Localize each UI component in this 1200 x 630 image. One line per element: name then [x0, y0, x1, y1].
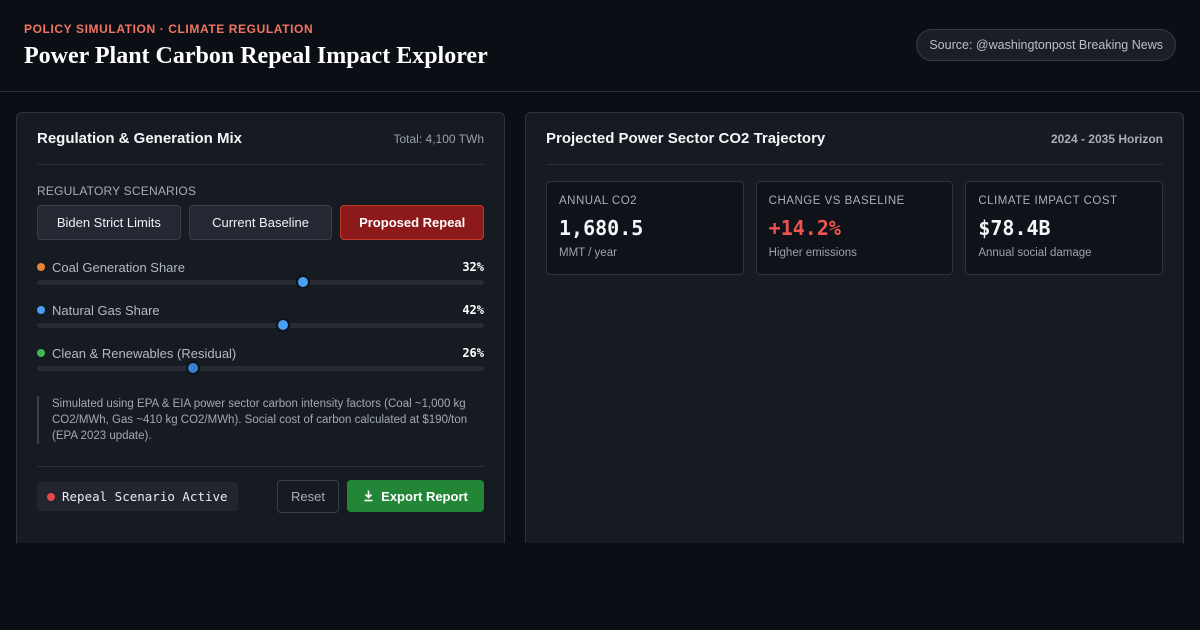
- export-label: Export Report: [381, 488, 468, 504]
- card-value: +14.2%: [768, 216, 841, 240]
- slider-track: [37, 361, 484, 375]
- status-text: Repeal Scenario Active: [62, 489, 228, 504]
- slider-thumb[interactable]: [295, 275, 310, 289]
- status-dot-icon: [47, 492, 55, 501]
- card-subtext: Higher emissions: [768, 247, 857, 259]
- scenarios-label: REGULATORY SCENARIOS: [37, 184, 197, 198]
- source-badge[interactable]: Source: @washingtonpost Breaking News: [916, 29, 1176, 61]
- slider-value: 32%: [462, 260, 484, 274]
- stat-cards: ANNUAL CO2 1,680.5 MMT / year CHANGE VS …: [546, 181, 1164, 275]
- renewables-share-slider: Clean & Renewables (Residual) 26%: [37, 345, 484, 375]
- slider-label: Coal Generation Share: [52, 259, 185, 275]
- card-subtext: MMT / year: [559, 247, 617, 259]
- card-value: 1,680.5: [559, 216, 644, 240]
- renewables-dot-icon: [37, 349, 45, 357]
- download-icon: [364, 490, 373, 502]
- panel-footer: Repeal Scenario Active Reset Export Repo…: [37, 466, 484, 526]
- top-header: POLICY SIMULATION · CLIMATE REGULATION P…: [0, 0, 1200, 92]
- time-horizon: 2024 - 2035 Horizon: [1050, 131, 1163, 146]
- slider-label: Clean & Renewables (Residual): [52, 345, 237, 361]
- total-generation: Total: 4,100 TWh: [393, 131, 485, 146]
- slider-track[interactable]: [37, 318, 484, 332]
- panel-header: Regulation & Generation Mix Total: 4,100…: [37, 113, 484, 165]
- slider-thumb-residual: [186, 361, 201, 375]
- card-subtext: Annual social damage: [978, 247, 1092, 259]
- page-title: Power Plant Carbon Repeal Impact Explore…: [24, 43, 488, 69]
- coal-share-slider: Coal Generation Share 32%: [37, 259, 484, 289]
- slider-value: 42%: [462, 303, 484, 317]
- panel-title: Regulation & Generation Mix: [37, 130, 243, 147]
- climate-impact-cost-card: CLIMATE IMPACT COST $78.4B Annual social…: [965, 181, 1164, 275]
- card-label: CLIMATE IMPACT COST: [978, 195, 1118, 207]
- scenario-proposed-repeal-button[interactable]: Proposed Repeal: [340, 205, 485, 240]
- reset-button[interactable]: Reset: [277, 480, 339, 513]
- page-eyebrow: POLICY SIMULATION · CLIMATE REGULATION: [24, 22, 314, 36]
- export-report-button[interactable]: Export Report: [347, 480, 484, 512]
- scenario-current-baseline-button[interactable]: Current Baseline: [188, 205, 333, 240]
- slider-value: 26%: [462, 346, 484, 360]
- slider-thumb[interactable]: [275, 318, 290, 332]
- co2-trajectory-panel: Projected Power Sector CO2 Trajectory 20…: [525, 112, 1184, 543]
- card-label: ANNUAL CO2: [559, 195, 638, 207]
- methodology-note: Simulated using EPA & EIA power sector c…: [37, 396, 484, 444]
- card-label: CHANGE VS BASELINE: [768, 195, 905, 207]
- panel-title: Projected Power Sector CO2 Trajectory: [546, 130, 826, 147]
- regulation-mix-panel: Regulation & Generation Mix Total: 4,100…: [16, 112, 505, 543]
- gas-dot-icon: [37, 306, 45, 314]
- change-vs-baseline-card: CHANGE VS BASELINE +14.2% Higher emissio…: [755, 181, 954, 275]
- status-badge: Repeal Scenario Active: [37, 482, 238, 511]
- panel-header: Projected Power Sector CO2 Trajectory 20…: [546, 113, 1163, 165]
- scenario-biden-strict-button[interactable]: Biden Strict Limits: [37, 205, 181, 240]
- coal-dot-icon: [37, 263, 45, 271]
- slider-label: Natural Gas Share: [52, 302, 160, 318]
- annual-co2-card: ANNUAL CO2 1,680.5 MMT / year: [546, 181, 744, 275]
- slider-track[interactable]: [37, 275, 484, 289]
- scenario-selector: Biden Strict Limits Current Baseline Pro…: [37, 205, 485, 240]
- card-value: $78.4B: [978, 216, 1051, 240]
- gas-share-slider: Natural Gas Share 42%: [37, 302, 484, 332]
